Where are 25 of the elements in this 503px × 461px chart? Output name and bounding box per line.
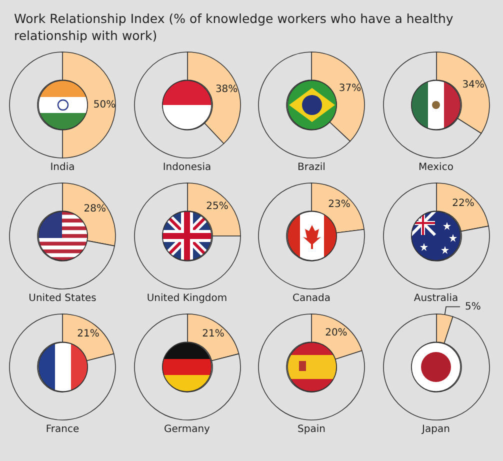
- text: France: [44, 424, 80, 435]
- text: Spain: [296, 424, 326, 435]
- data-label: 50%: [93, 100, 116, 110]
- data-label: 38%: [214, 84, 238, 96]
- data-label: 22%: [452, 198, 474, 210]
- data-label: 37%: [338, 82, 362, 94]
- data-label: 25%: [206, 200, 228, 212]
- data-label: 28%: [84, 204, 106, 215]
- text: India: [49, 162, 76, 173]
- data-label: 23%: [328, 198, 350, 210]
- text: Australia: [414, 293, 458, 304]
- text: United States: [28, 293, 98, 304]
- data-label: 20%: [325, 328, 348, 339]
- data-label: 21%: [77, 328, 100, 340]
- text: Canada: [291, 293, 332, 304]
- data-label: 34%: [462, 79, 484, 90]
- text: Mexico: [418, 162, 454, 173]
- data-label: 21%: [202, 328, 224, 340]
- text: United Kingdom: [146, 293, 228, 304]
- data-label: 5%: [464, 301, 480, 312]
- text: Indonesia: [162, 162, 212, 173]
- text: Germany: [163, 424, 211, 435]
- text: Japan: [420, 424, 451, 435]
- text: Brazil: [296, 162, 326, 173]
- text: Work Relationship Index (% of knowledge workers who have a healthy relationship with work): [14, 10, 454, 44]
